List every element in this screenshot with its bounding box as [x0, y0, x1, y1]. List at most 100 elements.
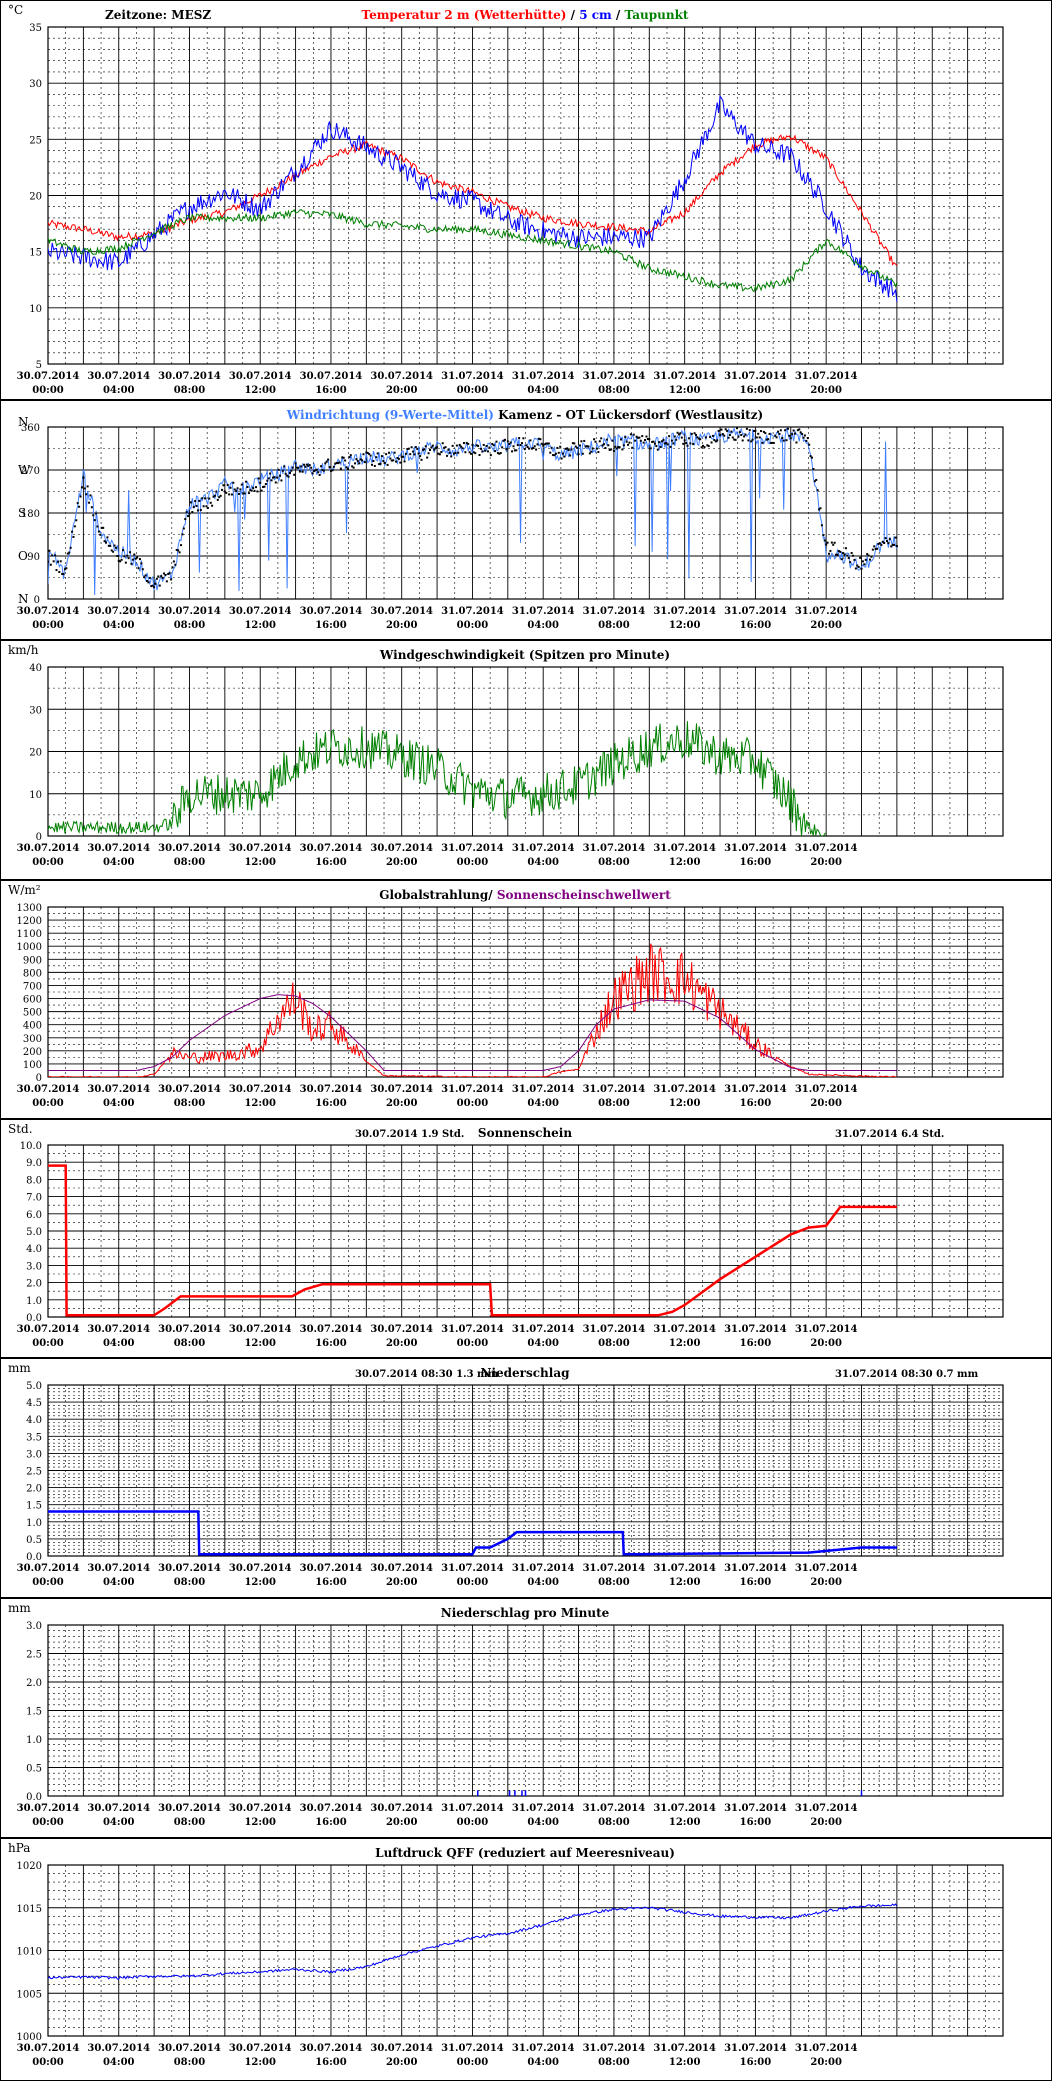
data-point	[482, 443, 485, 446]
data-point	[827, 552, 830, 555]
x-tick-date: 30.07.2014	[87, 1084, 150, 1095]
data-point	[386, 463, 389, 466]
data-point	[546, 442, 549, 445]
panel-1: 0N90O180S270W360N30.07.201400:0030.07.20…	[0, 399, 1052, 631]
data-point	[584, 445, 587, 448]
data-point	[526, 446, 529, 449]
data-point	[651, 440, 654, 443]
data-point	[314, 469, 317, 472]
data-point	[646, 437, 649, 440]
x-tick-date: 31.07.2014	[724, 1324, 787, 1335]
y-tick-label: 270	[21, 466, 40, 477]
data-point	[846, 554, 849, 557]
x-tick-time: 00:00	[32, 1098, 64, 1109]
y-tick-label: 40	[29, 663, 42, 674]
data-point	[240, 483, 243, 486]
data-point	[782, 439, 785, 442]
data-point	[679, 432, 682, 435]
data-point	[281, 469, 284, 472]
x-tick-time: 04:00	[527, 1098, 559, 1109]
title-part: Sonnenschein	[478, 1126, 572, 1140]
x-tick-date: 31.07.2014	[512, 1563, 575, 1574]
data-point	[805, 439, 808, 442]
data-point	[151, 584, 154, 587]
x-tick-time: 20:00	[386, 857, 418, 868]
data-point	[119, 560, 122, 563]
data-point	[263, 485, 266, 488]
data-point	[49, 563, 52, 566]
data-point	[298, 470, 301, 473]
data-point	[895, 545, 898, 548]
x-tick-date: 31.07.2014	[724, 371, 787, 382]
x-tick-date: 30.07.2014	[87, 1324, 150, 1335]
y-tick-label: 1.0	[26, 1735, 42, 1746]
data-point	[549, 451, 552, 454]
data-point	[670, 439, 673, 442]
data-point	[498, 452, 501, 455]
data-point	[85, 493, 88, 496]
compass-label: S	[18, 506, 26, 520]
data-point	[165, 580, 168, 583]
data-point	[354, 462, 357, 465]
data-point	[614, 445, 617, 448]
data-point	[836, 553, 839, 556]
y-tick-label: 1300	[17, 903, 42, 914]
y-tick-label: 1020	[17, 1861, 42, 1872]
data-point	[160, 575, 163, 578]
y-tick-label: 6.0	[26, 1210, 42, 1221]
plot-frame	[47, 1384, 1004, 1557]
data-point	[496, 452, 499, 455]
x-tick-time: 00:00	[32, 385, 64, 396]
data-point	[634, 439, 637, 442]
data-point	[859, 556, 862, 559]
data-point	[48, 560, 49, 563]
data-point	[58, 570, 61, 573]
data-point	[273, 476, 276, 479]
data-point	[276, 476, 279, 479]
data-point	[92, 514, 95, 517]
grid	[47, 26, 1004, 365]
data-point	[229, 486, 232, 489]
y-tick-label: 600	[23, 995, 42, 1006]
data-point	[106, 536, 109, 539]
data-point	[438, 453, 441, 456]
data-point	[844, 547, 847, 550]
data-point	[342, 456, 345, 459]
x-tick-time: 08:00	[174, 1098, 206, 1109]
x-tick-date: 31.07.2014	[653, 843, 716, 854]
data-point	[649, 447, 652, 450]
data-point	[72, 535, 75, 538]
data-point	[760, 430, 763, 433]
data-point	[661, 440, 664, 443]
data-point	[625, 440, 628, 443]
data-point	[769, 441, 772, 444]
y-tick-label: 4.0	[26, 1244, 42, 1255]
title-part: Temperatur 2 m (Wetterhütte)	[362, 8, 567, 22]
x-tick-time: 04:00	[103, 1817, 135, 1828]
data-point	[301, 470, 304, 473]
data-point	[890, 545, 893, 548]
data-point	[622, 444, 625, 447]
data-point	[315, 468, 318, 471]
data-point	[765, 438, 768, 441]
x-tick-time: 08:00	[598, 2057, 630, 2068]
data-point	[877, 542, 880, 545]
data-point	[849, 561, 852, 564]
data-point	[317, 471, 320, 474]
data-point	[591, 447, 594, 450]
data-point	[262, 485, 265, 488]
data-point	[689, 442, 692, 445]
data-point	[127, 557, 130, 560]
plot-area	[48, 427, 898, 596]
data-point	[246, 486, 249, 489]
data-point	[83, 487, 86, 490]
x-tick-time: 04:00	[527, 857, 559, 868]
wind-direction-line	[48, 427, 898, 596]
data-point	[80, 486, 83, 489]
data-point	[338, 461, 341, 464]
data-point	[351, 465, 354, 468]
x-tick-time: 04:00	[103, 1338, 135, 1349]
x-tick-date: 31.07.2014	[441, 1563, 504, 1574]
data-point	[365, 451, 368, 454]
data-point	[556, 446, 559, 449]
